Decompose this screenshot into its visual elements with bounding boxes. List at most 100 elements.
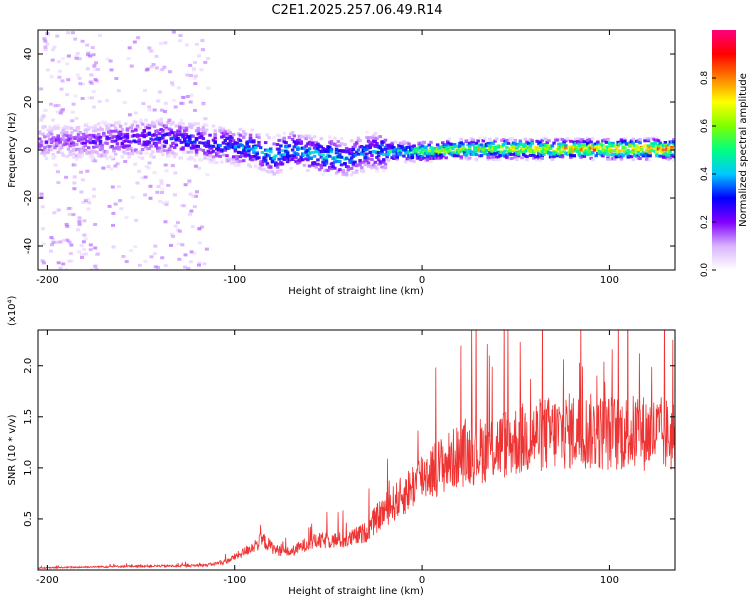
spectral-cell [81, 82, 85, 86]
spectral-cell [68, 252, 73, 255]
spectral-cell [139, 118, 143, 122]
spectral-cell [275, 170, 280, 173]
spectral-cell [373, 139, 377, 143]
spectral-cell [114, 77, 119, 80]
spectral-cell [197, 54, 202, 58]
spectral-cell [90, 96, 94, 100]
spectral-cell [258, 146, 263, 150]
spectral-cell [181, 96, 186, 99]
spectral-cell [93, 246, 98, 250]
spectral-cell [211, 155, 216, 159]
spectral-cell [75, 129, 80, 132]
spectral-cell [49, 236, 54, 239]
spectral-cell [284, 141, 288, 145]
spectral-cell [486, 155, 490, 159]
spectral-cell [334, 148, 339, 151]
spectral-cell [176, 242, 181, 246]
spectral-cell [442, 152, 447, 156]
spectral-cell [185, 95, 190, 98]
spectral-cell [147, 105, 152, 109]
spectral-cell [75, 157, 79, 161]
spectral-cell [90, 155, 94, 159]
spectral-cell [159, 117, 163, 121]
spectral-cell [275, 165, 280, 169]
spectral-cell [469, 150, 474, 154]
spectral-cell [88, 248, 93, 252]
spectral-cell [515, 157, 519, 161]
spectral-cell [375, 142, 379, 145]
spectral-cell [118, 124, 123, 128]
spectral-cell [592, 148, 597, 152]
spectral-cell [289, 132, 293, 136]
spectral-cell [161, 129, 165, 133]
spectral-cell [231, 155, 236, 159]
spectral-cell [636, 154, 641, 158]
spectral-cell [257, 136, 261, 140]
spectral-cell [140, 176, 145, 180]
spectral-cell [137, 155, 141, 159]
spectral-cell [619, 155, 624, 159]
spectral-cell [420, 144, 425, 148]
spectral-cell [314, 140, 318, 144]
spectral-cell [218, 154, 222, 158]
spectral-cell [247, 147, 251, 151]
spectral-cell [242, 159, 246, 163]
spectral-cell [550, 153, 555, 157]
spectral-cell [606, 153, 610, 157]
spectral-cell [382, 169, 386, 173]
spectral-cell [149, 154, 153, 158]
spectral-cell [478, 136, 482, 140]
spectral-cell [486, 153, 490, 157]
spectral-cell [199, 68, 204, 72]
spectrogram-y-label: Frequency (Hz) [7, 112, 18, 188]
spectral-cell [538, 158, 543, 162]
spectral-cell [69, 243, 74, 247]
spectral-cell [71, 143, 76, 147]
spectral-cell [181, 151, 186, 155]
spectral-cell [272, 142, 276, 146]
spectral-cell [61, 127, 66, 131]
spectral-cell [87, 152, 92, 156]
spectral-cell [170, 81, 174, 85]
spectral-cell [61, 134, 66, 138]
spectral-cell [338, 144, 342, 148]
spectral-cell [61, 129, 66, 133]
spectral-cell [86, 127, 91, 131]
spectral-cell [231, 157, 236, 161]
spectral-cell [235, 157, 239, 161]
spectral-cell [473, 145, 477, 149]
spectral-cell [290, 158, 295, 161]
spectral-cell [282, 131, 286, 135]
spectral-cell [307, 151, 312, 155]
spectral-cell [66, 207, 71, 211]
spectral-cell [594, 145, 598, 149]
spectral-cell [58, 140, 62, 144]
spectral-cell [383, 147, 388, 151]
spectral-cell [81, 200, 86, 204]
spectral-cell [98, 135, 103, 139]
spectral-cell [247, 163, 251, 167]
spectral-cell [134, 218, 139, 222]
spectral-cell [161, 201, 166, 205]
spectral-cell [166, 183, 171, 187]
spectral-cell [157, 138, 162, 142]
y-tick-label: 1.0 [23, 460, 34, 476]
spectral-cell [93, 78, 98, 82]
spectral-cell [184, 128, 189, 132]
spectral-cell [53, 163, 58, 167]
spectral-cell [143, 259, 148, 263]
spectral-cell [94, 61, 98, 65]
spectral-cell [575, 139, 580, 143]
spectral-cell [83, 237, 88, 241]
spectral-cell [324, 156, 329, 160]
spectral-cell [577, 150, 582, 154]
spectral-cell [152, 171, 157, 175]
spectral-cell [535, 148, 539, 152]
spectral-cell [543, 137, 548, 141]
spectral-cell [115, 128, 120, 132]
spectral-cell [80, 136, 84, 139]
spectral-cell [366, 157, 371, 161]
spectral-cell [148, 196, 153, 200]
spectral-cell [618, 149, 622, 153]
spectral-cell [668, 156, 673, 160]
